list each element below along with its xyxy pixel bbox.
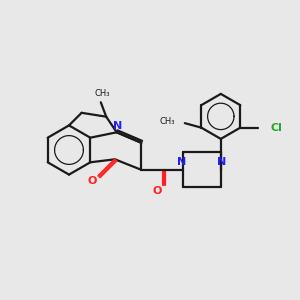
Text: CH₃: CH₃ <box>160 117 175 126</box>
Text: Cl: Cl <box>270 123 282 133</box>
Text: CH₃: CH₃ <box>94 89 110 98</box>
Text: N: N <box>178 157 187 167</box>
Text: N: N <box>113 121 122 131</box>
Text: O: O <box>153 186 162 197</box>
Text: N: N <box>218 157 226 167</box>
Text: O: O <box>87 176 97 186</box>
